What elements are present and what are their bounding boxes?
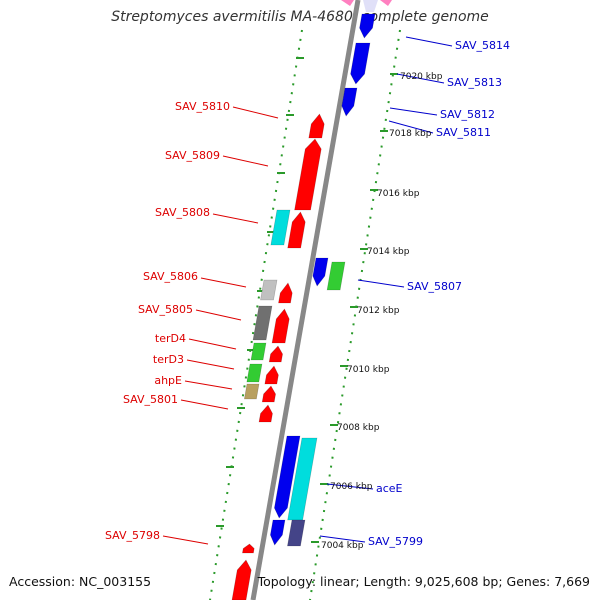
right-axis-dotted xyxy=(309,29,401,600)
scale-label-7006: 7006 kbp xyxy=(330,482,373,492)
gene-top-partial-a xyxy=(363,0,378,12)
left-axis-dotted xyxy=(209,29,303,600)
label-sav-5806[interactable]: SAV_5806 xyxy=(143,270,198,283)
gene-sav-5798-red-a[interactable] xyxy=(242,543,255,554)
leader-sav-5806 xyxy=(200,277,247,288)
leader-sav-5812 xyxy=(389,107,438,116)
label-sav-5811[interactable]: SAV_5811 xyxy=(436,126,491,139)
scale-label-7010: 7010 kbp xyxy=(347,365,390,375)
leader-sav-5810 xyxy=(232,106,279,119)
leader-sav-5805 xyxy=(195,309,242,321)
label-sav-5808[interactable]: SAV_5808 xyxy=(155,206,210,219)
gene-sav-5807-blue[interactable] xyxy=(312,257,329,287)
leader-sav-5811 xyxy=(388,120,434,134)
label-terd3[interactable]: terD3 xyxy=(153,353,184,366)
gene-terd3-red[interactable] xyxy=(264,365,279,385)
gene-terd4-green[interactable] xyxy=(250,342,267,361)
accession-text: Accession: NC_003155 xyxy=(9,574,152,589)
leader-sav-5813 xyxy=(396,73,445,84)
gene-sav-5813-blue[interactable] xyxy=(350,42,371,85)
gene-ahpe-olive[interactable] xyxy=(244,383,260,400)
label-terd4[interactable]: terD4 xyxy=(155,332,186,345)
label-sav-5801[interactable]: SAV_5801 xyxy=(123,393,178,406)
gene-sav-5810[interactable] xyxy=(308,113,325,139)
label-sav-5812[interactable]: SAV_5812 xyxy=(440,108,495,121)
scale-label-7020: 7020 kbp xyxy=(400,72,443,82)
leader-terd4 xyxy=(188,338,237,350)
scale-label-7018: 7018 kbp xyxy=(389,129,432,139)
leader-acee xyxy=(326,483,374,490)
gene-sav-5814-blue[interactable] xyxy=(359,13,376,39)
scale-label-7004: 7004 kbp xyxy=(321,541,364,551)
gene-sav-5807-green[interactable] xyxy=(326,261,346,291)
scale-label-7012: 7012 kbp xyxy=(357,306,400,316)
label-sav-5798[interactable]: SAV_5798 xyxy=(105,529,160,542)
gene-sav-5799-blue[interactable] xyxy=(270,519,286,546)
gene-sav-5806-gray[interactable] xyxy=(260,279,278,301)
label-sav-5799[interactable]: SAV_5799 xyxy=(368,535,423,548)
leader-sav-5807 xyxy=(357,279,405,288)
scale-label-7016: 7016 kbp xyxy=(377,189,420,199)
gene-sav-5805-gray[interactable] xyxy=(252,305,273,341)
gene-sav-5801-red[interactable] xyxy=(258,404,273,423)
label-sav-5807[interactable]: SAV_5807 xyxy=(407,280,462,293)
leader-sav-5801 xyxy=(180,399,229,410)
label-acee[interactable]: aceE xyxy=(376,482,403,495)
gene-terd4-red[interactable] xyxy=(268,345,283,363)
gene-acee-blue[interactable] xyxy=(274,435,301,519)
gene-sav-5806-red[interactable] xyxy=(278,282,293,304)
genome-backbone xyxy=(250,0,361,600)
gene-top-partial-c xyxy=(380,0,392,6)
leader-sav-5798 xyxy=(162,535,209,545)
label-ahpe[interactable]: ahpE xyxy=(154,374,182,387)
scale-label-7014: 7014 kbp xyxy=(367,247,410,257)
gene-sav-5798-red-b[interactable] xyxy=(231,559,252,600)
leader-sav-5814 xyxy=(405,36,453,47)
label-sav-5814[interactable]: SAV_5814 xyxy=(455,39,510,52)
gene-terd3-green[interactable] xyxy=(246,363,263,383)
label-sav-5813[interactable]: SAV_5813 xyxy=(447,76,502,89)
leader-sav-5808 xyxy=(212,213,259,224)
gene-sav-5808-cyan[interactable] xyxy=(270,209,291,246)
gene-sav-5808-red[interactable] xyxy=(287,211,306,249)
gene-sav-5812-blue[interactable] xyxy=(341,87,358,117)
gene-sav-5805-red[interactable] xyxy=(271,308,290,344)
topology-text: Topology: linear; Length: 9,025,608 bp; … xyxy=(257,574,590,589)
label-sav-5805[interactable]: SAV_5805 xyxy=(138,303,193,316)
gene-sav-5799-navy[interactable] xyxy=(287,519,306,547)
scale-label-7008: 7008 kbp xyxy=(337,423,380,433)
label-sav-5810[interactable]: SAV_5810 xyxy=(175,100,230,113)
genome-title: Streptomyces avermitilis MA-4680, comple… xyxy=(111,9,489,25)
gene-sav-5809[interactable] xyxy=(294,138,322,211)
leader-ahpe xyxy=(184,380,233,390)
label-sav-5809[interactable]: SAV_5809 xyxy=(165,149,220,162)
leader-sav-5799 xyxy=(319,535,366,543)
leader-terd3 xyxy=(186,359,235,370)
leader-sav-5809 xyxy=(222,155,269,167)
gene-ahpe-red[interactable] xyxy=(261,385,276,403)
gene-top-partial-b xyxy=(341,0,354,6)
